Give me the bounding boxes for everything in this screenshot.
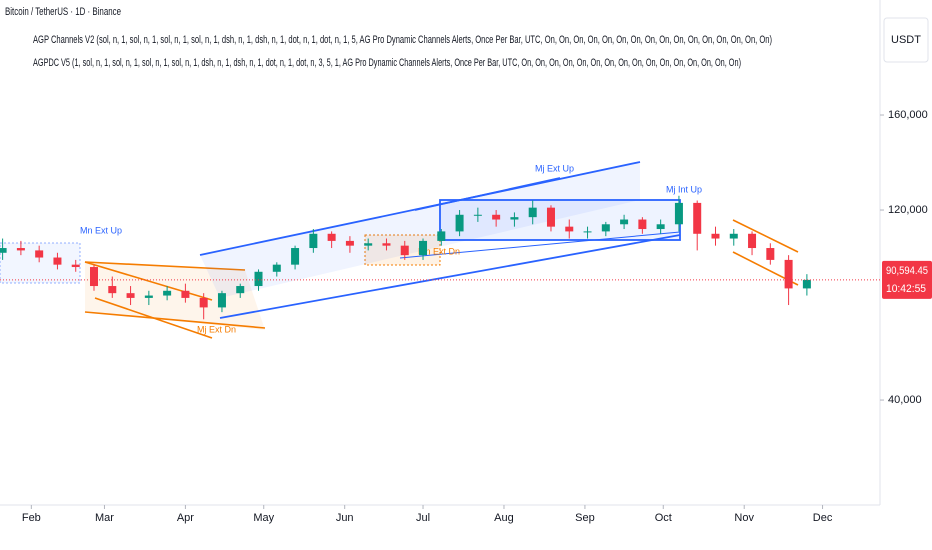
plot: 160,000 120,000 40,000 Feb Mar Apr May Jun Jul Au… xyxy=(0,109,932,524)
blue-channels xyxy=(199,161,681,319)
candle-body xyxy=(199,297,208,308)
candle-body xyxy=(364,243,373,246)
last-price-label: 90,594.45 xyxy=(886,265,928,277)
x-tick-label: Jul xyxy=(416,512,430,524)
chart-title: Bitcoin / TetherUS · 1D · Binance xyxy=(5,6,121,18)
candle-body xyxy=(419,240,428,256)
currency-box[interactable] xyxy=(883,17,929,63)
candle-body xyxy=(272,264,281,272)
y-tick-label: 40,000 xyxy=(888,394,922,406)
candle-body xyxy=(711,233,720,239)
x-tick-label: May xyxy=(253,512,274,524)
candle-body xyxy=(181,290,190,298)
candle-body xyxy=(528,207,537,218)
x-tick-label: Jun xyxy=(336,512,354,524)
channel-box xyxy=(0,242,81,284)
candle-body xyxy=(327,233,336,241)
indicator-label: AGPDC V5 (1, sol, n, 1, sol, n, 1, sol, … xyxy=(33,57,741,69)
candle-body xyxy=(583,231,592,233)
countdown-label: 10:42:55 xyxy=(886,283,926,295)
candle-body xyxy=(546,207,555,227)
candle-body xyxy=(601,224,610,232)
candle-body xyxy=(71,264,80,268)
annotation: Mj Ext Dn xyxy=(197,324,236,334)
x-tick-label: Mar xyxy=(95,512,114,524)
candle-body xyxy=(693,202,702,234)
channel-line xyxy=(94,297,213,339)
candle-body xyxy=(90,267,99,287)
candle-body xyxy=(766,248,775,260)
candle-body xyxy=(236,286,245,294)
candle-body xyxy=(455,214,464,232)
channel-line xyxy=(732,219,799,253)
candle-body xyxy=(144,295,153,298)
candle-body xyxy=(802,279,811,289)
channel-line xyxy=(219,234,681,319)
candle-body xyxy=(291,248,300,265)
annotation: Mj Int Up xyxy=(666,184,702,194)
candle-body xyxy=(382,243,391,246)
candle-body xyxy=(217,293,226,308)
candle-body xyxy=(674,202,683,225)
x-tick-label: Nov xyxy=(734,512,754,524)
candle-body xyxy=(748,233,757,249)
y-tick-label: 160,000 xyxy=(888,109,928,121)
channel-fill xyxy=(200,162,640,298)
candle-body xyxy=(35,250,44,258)
candle-body xyxy=(163,290,172,296)
annotation: Mj Ext Up xyxy=(535,163,574,173)
channel-fill xyxy=(85,262,265,330)
candle-body xyxy=(437,231,446,241)
candle-body xyxy=(565,226,574,232)
candle-body xyxy=(16,248,25,251)
indicator-label: AGP Channels V2 (sol, n, 1, sol, n, 1, s… xyxy=(33,34,772,46)
channel-line xyxy=(84,261,213,301)
annotation: Mn Ext Up xyxy=(80,225,122,235)
channel-line xyxy=(399,231,681,259)
candle-body xyxy=(309,233,318,249)
currency-label[interactable]: USDT xyxy=(891,34,921,46)
y-tick-label: 120,000 xyxy=(888,204,928,216)
x-tick-label: Sep xyxy=(575,512,595,524)
candle-body xyxy=(510,217,519,220)
candle-body xyxy=(345,240,354,246)
candle-body xyxy=(53,257,62,265)
channel-line xyxy=(84,261,246,271)
candle-body xyxy=(400,245,409,256)
candle-body xyxy=(126,293,135,298)
candle-body xyxy=(638,219,647,230)
candle-body xyxy=(784,259,793,289)
x-tick-label: Aug xyxy=(494,512,514,524)
candle-body xyxy=(473,214,482,216)
candle-body xyxy=(492,214,501,220)
candle-body xyxy=(0,248,7,253)
x-tick-label: Feb xyxy=(22,512,41,524)
last-price-box xyxy=(882,260,932,299)
x-tick-label: Apr xyxy=(177,512,194,524)
candle-body xyxy=(108,286,117,294)
x-tick-label: Oct xyxy=(655,512,672,524)
candle-body xyxy=(620,219,629,225)
annotation: Mn Ext Dn xyxy=(418,246,460,256)
candle-body xyxy=(656,224,665,230)
channel-line xyxy=(84,311,266,329)
candle-body xyxy=(729,233,738,239)
x-tick-label: Dec xyxy=(813,512,833,524)
candle-body xyxy=(254,271,263,287)
